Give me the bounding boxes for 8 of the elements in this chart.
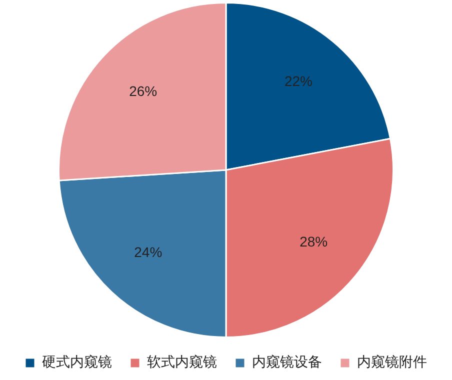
data-label: 24% <box>134 244 162 260</box>
data-label: 22% <box>284 73 313 90</box>
data-label: 26% <box>129 83 158 100</box>
legend-label: 内窥镜设备 <box>252 354 322 371</box>
legend-label: 硬式内窥镜 <box>42 354 112 371</box>
legend-label: 软式内窥镜 <box>147 354 217 371</box>
data-label: 28% <box>300 233 328 250</box>
legend-label: 内窥镜附件 <box>357 354 427 371</box>
